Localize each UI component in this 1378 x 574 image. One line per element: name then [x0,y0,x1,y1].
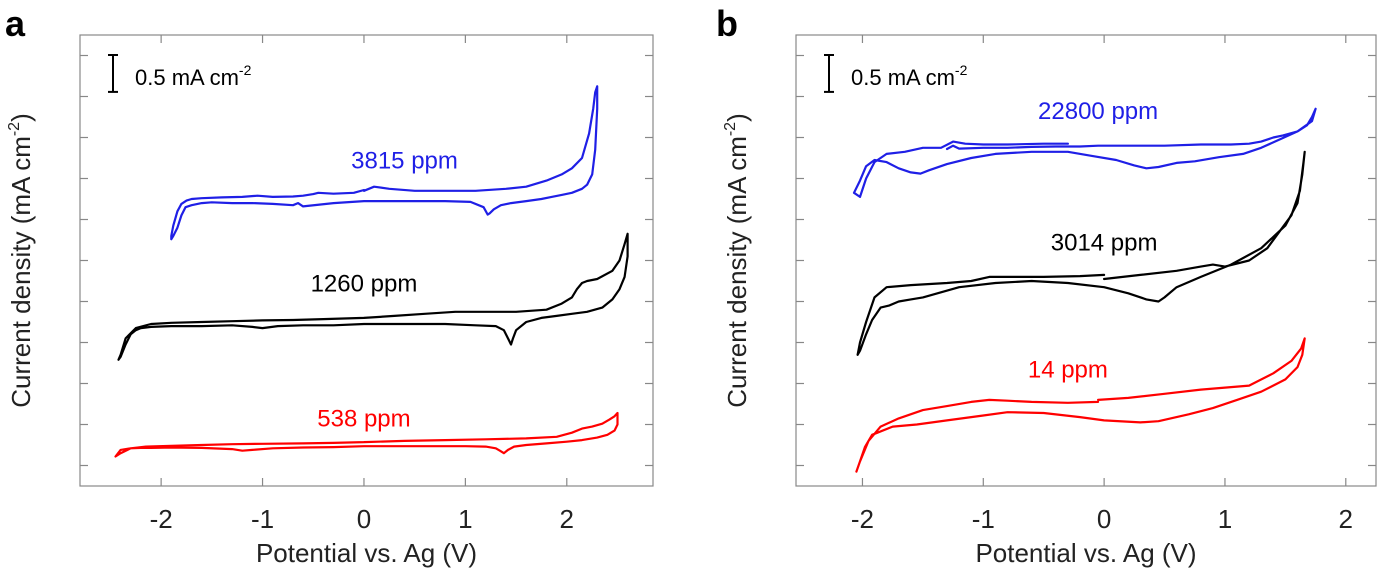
series-line-22800-ppm [852,107,1317,198]
x-tick-label: -2 [851,504,874,534]
y-axis-label-end: ) [722,113,752,122]
y-axis-label-sup: -2 [6,122,23,136]
y-axis-label: Current density (mA cm-2) [722,113,752,408]
series-line-3815-ppm [170,85,599,241]
x-axis-label: Potential vs. Ag (V) [256,538,477,568]
x-tick-label: 1 [1218,504,1232,534]
x-tick-label: 2 [560,504,574,534]
scale-bar-label-sup: -2 [239,62,252,78]
panel-b: b -2 -1 0 1 2 Potential vs. Ag (V) Current dens… [716,3,1377,568]
scale-bar-label-main: 0.5 mA cm [851,65,955,90]
y-axis-label: Current density (mA cm-2) [6,113,36,408]
series-label: 3014 ppm [1051,229,1158,256]
y-axis-label-end: ) [6,113,36,122]
x-tick-label: 0 [1097,504,1111,534]
x-tick-label: -1 [251,504,274,534]
x-tick-label: -1 [972,504,995,534]
series-label: 3815 ppm [351,147,458,174]
scale-bar-label-sup: -2 [955,62,968,78]
x-tick-label: 2 [1339,504,1353,534]
scale-bar-label-main: 0.5 mA cm [135,65,239,90]
panel-label: b [716,3,738,44]
series-line-3014-ppm [856,150,1306,356]
x-tick-label: -2 [150,504,173,534]
y-axis-label-main: Current density (mA cm [722,136,752,408]
scale-bar-label: 0.5 mA cm-2 [851,62,968,90]
x-tick-label: 0 [357,504,371,534]
panel-a: a -2 -1 0 1 2 Potential vs. Ag (V) Current dens… [5,3,654,568]
series-label: 22800 ppm [1038,98,1158,125]
series-line-14-ppm [855,337,1306,473]
panel-label: a [5,3,26,44]
series-label: 538 ppm [317,406,410,433]
series-label: 1260 ppm [311,270,418,297]
scale-bar-label: 0.5 mA cm-2 [135,62,252,90]
y-axis-label-main: Current density (mA cm [6,136,36,408]
series-line-538-ppm [114,411,619,458]
y-axis-label-sup: -2 [722,122,739,136]
series-line-1260-ppm [117,232,629,361]
series-label: 14 ppm [1028,356,1108,383]
x-tick-label: 1 [458,504,472,534]
x-axis-label: Potential vs. Ag (V) [975,538,1196,568]
